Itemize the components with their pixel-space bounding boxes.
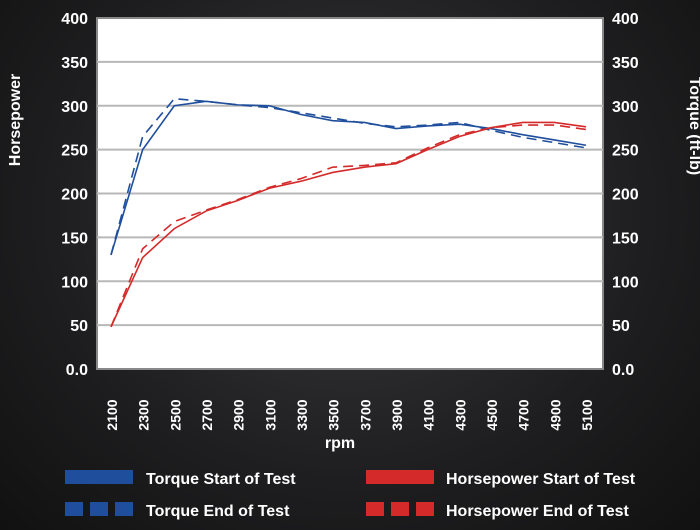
y-tick-right: 300 xyxy=(612,99,639,116)
legend-swatch-hp-start xyxy=(366,470,434,484)
x-tick: 4100 xyxy=(421,399,437,430)
y-tick-right: 50 xyxy=(612,318,630,335)
x-tick: 3100 xyxy=(262,399,278,430)
x-axis-label: rpm xyxy=(325,435,355,452)
legend-swatch-hp-end xyxy=(366,502,434,516)
series-line-torque-start-of-test xyxy=(110,100,587,256)
y-tick-left: 50 xyxy=(70,318,88,335)
y-tick-right: 400 xyxy=(612,11,639,28)
x-tick: 2100 xyxy=(104,399,120,430)
y-tick-left: 150 xyxy=(61,230,88,247)
series-line-horsepower-end-of-test xyxy=(110,124,587,328)
y-axis-left-label: Horsepower xyxy=(7,74,24,166)
y-tick-left: 300 xyxy=(61,99,88,116)
x-tick: 4500 xyxy=(484,399,500,430)
legend-swatch-torque-start xyxy=(65,470,133,484)
y-tick-left: 200 xyxy=(61,187,88,204)
y-tick-right: 0.0 xyxy=(612,362,634,379)
legend-label-hp-start: Horsepower Start of Test xyxy=(446,471,636,488)
y-tick-left: 400 xyxy=(61,11,88,28)
y-tick-right: 150 xyxy=(612,230,639,247)
legend-label-hp-end: Horsepower End of Test xyxy=(446,503,630,520)
legend: Torque Start of Test Torque End of Test … xyxy=(65,470,636,520)
legend-swatch-torque-end xyxy=(65,502,133,516)
x-tick: 2700 xyxy=(199,399,215,430)
x-tick: 4300 xyxy=(452,399,468,430)
legend-label-torque-end: Torque End of Test xyxy=(146,503,290,520)
x-tick: 3500 xyxy=(326,399,342,430)
y-axis-right-label: Torque (ft-lb) xyxy=(686,77,700,175)
x-tick: 2300 xyxy=(136,399,152,430)
x-tick: 3700 xyxy=(357,399,373,430)
legend-label-torque-start: Torque Start of Test xyxy=(146,471,296,488)
y-tick-left: 250 xyxy=(61,143,88,160)
y-tick-right: 200 xyxy=(612,187,639,204)
y-tick-right: 250 xyxy=(612,143,639,160)
x-tick: 3900 xyxy=(389,399,405,430)
x-tick: 4900 xyxy=(547,399,563,430)
y-tick-left: 0.0 xyxy=(66,362,88,379)
x-tick: 2500 xyxy=(167,399,183,430)
y-tick-right: 100 xyxy=(612,274,639,291)
x-tick: 3300 xyxy=(294,399,310,430)
x-tick: 2900 xyxy=(231,399,247,430)
y-tick-left: 100 xyxy=(61,274,88,291)
y-tick-left: 350 xyxy=(61,55,88,72)
x-tick: 5100 xyxy=(579,399,595,430)
series-line-horsepower-start-of-test xyxy=(110,121,587,328)
y-tick-right: 350 xyxy=(612,55,639,72)
x-tick: 4700 xyxy=(516,399,532,430)
